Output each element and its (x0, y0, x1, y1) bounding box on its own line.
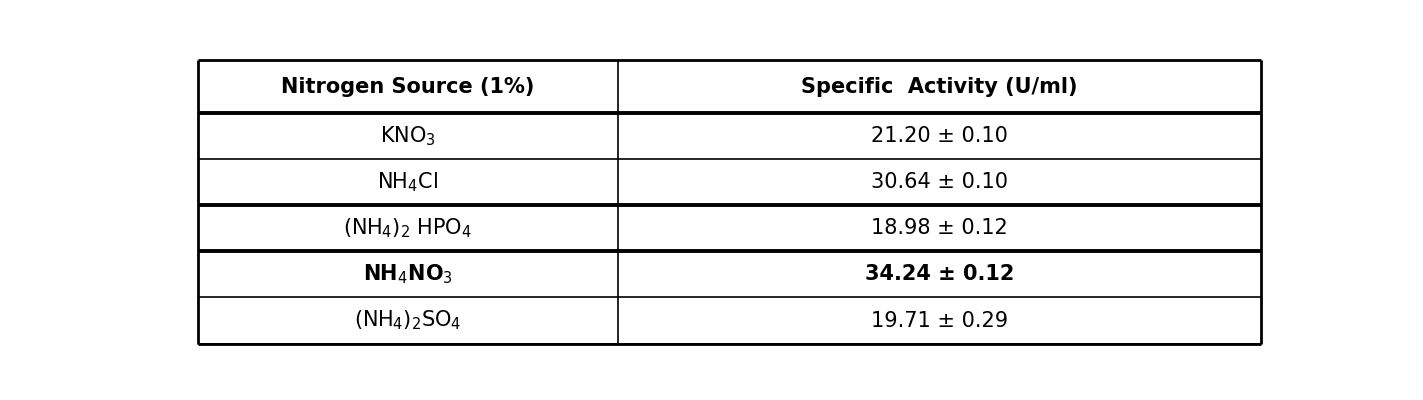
Text: NH$_4$Cl: NH$_4$Cl (377, 170, 438, 194)
Text: NH$_4$NO$_3$: NH$_4$NO$_3$ (363, 262, 453, 286)
Text: 30.64 ± 0.10: 30.64 ± 0.10 (871, 172, 1007, 192)
Text: (NH$_4$)$_2$ HPO$_4$: (NH$_4$)$_2$ HPO$_4$ (343, 216, 472, 240)
Text: 19.71 ± 0.29: 19.71 ± 0.29 (871, 310, 1007, 330)
Text: 18.98 ± 0.12: 18.98 ± 0.12 (871, 218, 1007, 238)
Text: (NH$_4$)$_2$SO$_4$: (NH$_4$)$_2$SO$_4$ (354, 309, 461, 332)
Text: 21.20 ± 0.10: 21.20 ± 0.10 (871, 126, 1007, 146)
Text: Nitrogen Source (1%): Nitrogen Source (1%) (280, 76, 535, 96)
Text: 34.24 ± 0.12: 34.24 ± 0.12 (865, 264, 1015, 284)
Text: KNO$_3$: KNO$_3$ (380, 124, 435, 148)
Text: Specific  Activity (U/ml): Specific Activity (U/ml) (801, 76, 1077, 96)
